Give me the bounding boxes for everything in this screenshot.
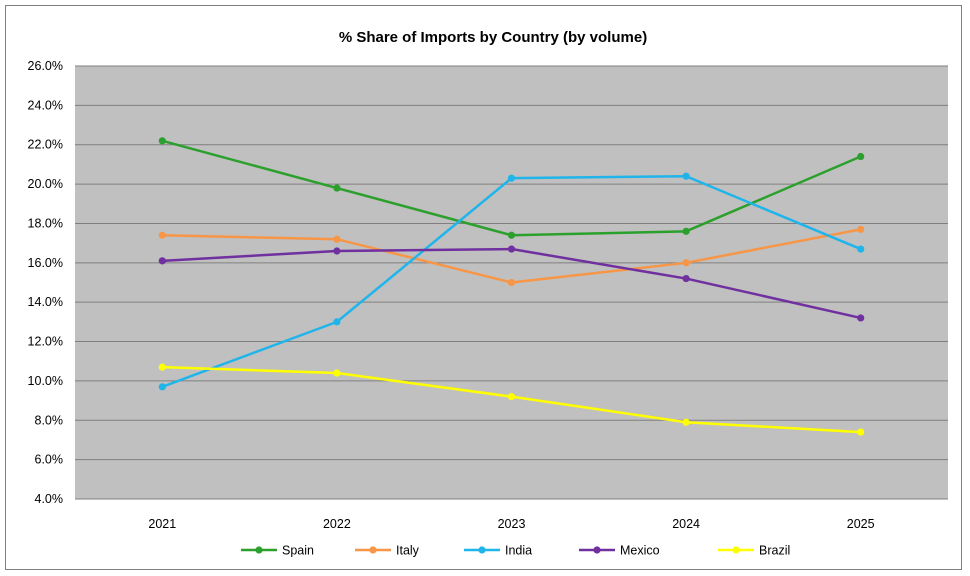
- y-tick-label: 8.0%: [35, 413, 64, 427]
- data-point-mexico: [158, 257, 166, 265]
- y-tick-label: 6.0%: [35, 453, 64, 467]
- series-brazil: [158, 363, 865, 436]
- data-point-italy: [857, 225, 865, 233]
- data-point-spain: [857, 152, 865, 161]
- data-point-spain: [682, 227, 690, 235]
- y-tick-label: 16.0%: [28, 256, 63, 270]
- data-point-brazil: [682, 418, 690, 426]
- y-tick-label: 10.0%: [28, 374, 63, 388]
- data-point-mexico: [682, 274, 690, 283]
- legend-label-italy: Italy: [396, 544, 420, 558]
- series-lines: [158, 137, 865, 436]
- legend-marker-india: [478, 546, 486, 554]
- y-tick-label: 20.0%: [28, 177, 63, 191]
- data-point-brazil: [507, 393, 516, 401]
- series-spain: [158, 137, 865, 239]
- legend-marker-italy: [369, 546, 377, 554]
- x-tick-label: 2022: [323, 517, 351, 531]
- data-point-mexico: [857, 314, 865, 322]
- y-tick-label: 22.0%: [28, 138, 63, 152]
- x-tick-label: 2024: [672, 517, 700, 531]
- data-point-spain: [333, 184, 341, 192]
- data-point-brazil: [333, 369, 341, 377]
- legend-item-italy: Italy: [355, 544, 420, 558]
- data-point-italy: [333, 235, 341, 243]
- legend-marker-spain: [255, 546, 263, 554]
- chart-title: % Share of Imports by Country (by volume…: [339, 29, 647, 46]
- legend-marker-brazil: [732, 546, 740, 554]
- y-tick-label: 18.0%: [28, 216, 63, 230]
- series-italy: [158, 225, 865, 287]
- legend-item-spain: Spain: [241, 544, 314, 558]
- data-point-spain: [158, 137, 166, 145]
- data-point-brazil: [158, 363, 166, 371]
- data-point-mexico: [333, 247, 341, 255]
- data-point-mexico: [507, 245, 516, 253]
- data-point-india: [158, 383, 166, 391]
- y-tick-label: 12.0%: [28, 335, 63, 349]
- data-point-india: [333, 318, 341, 326]
- chart-frame: % Share of Imports by Country (by volume…: [5, 5, 962, 570]
- x-tick-label: 2021: [148, 517, 176, 531]
- data-point-india: [507, 174, 516, 182]
- legend-label-mexico: Mexico: [620, 544, 660, 558]
- y-tick-label: 4.0%: [35, 492, 64, 506]
- legend-label-india: India: [505, 544, 532, 558]
- legend-item-brazil: Brazil: [718, 544, 790, 558]
- x-tick-label: 2025: [847, 517, 875, 531]
- data-point-brazil: [857, 428, 865, 436]
- legend-marker-mexico: [593, 546, 601, 554]
- x-tick-label: 2023: [498, 517, 526, 531]
- data-point-italy: [507, 278, 516, 287]
- y-tick-label: 24.0%: [28, 98, 63, 112]
- data-point-italy: [682, 259, 690, 267]
- data-point-italy: [158, 231, 166, 239]
- data-point-india: [682, 172, 690, 180]
- line-chart: % Share of Imports by Country (by volume…: [28, 29, 948, 558]
- legend-label-brazil: Brazil: [759, 544, 790, 558]
- legend: Spain Italy India Mexico Brazil: [241, 544, 790, 558]
- y-tick-label: 14.0%: [28, 295, 63, 309]
- legend-item-india: India: [464, 544, 532, 558]
- data-point-spain: [507, 231, 516, 239]
- series-india: [158, 172, 865, 391]
- axes: 4.0% 6.0% 8.0% 10.0% 12.0% 14.0% 16.0% 18.0% 20.…: [28, 59, 948, 531]
- data-point-india: [857, 245, 865, 253]
- legend-item-mexico: Mexico: [579, 544, 660, 558]
- y-tick-label: 26.0%: [28, 59, 63, 73]
- series-mexico: [158, 245, 865, 322]
- gridlines: [75, 65, 948, 500]
- legend-label-spain: Spain: [282, 544, 314, 558]
